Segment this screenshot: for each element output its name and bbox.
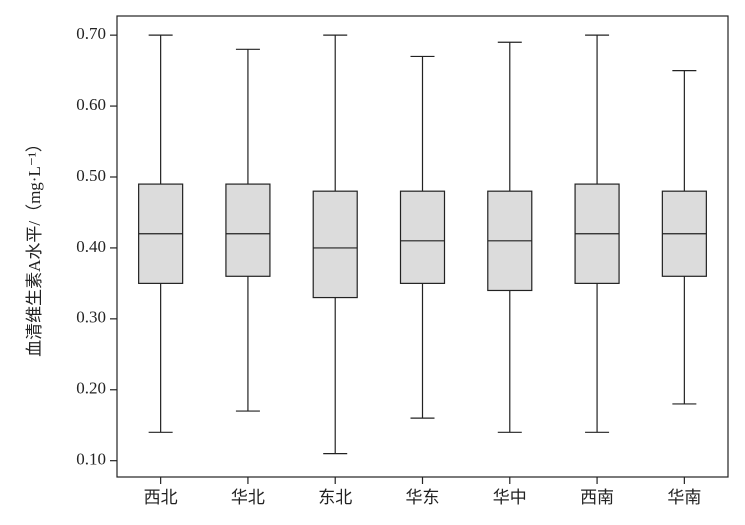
y-tick-label: 0.30 bbox=[76, 308, 106, 327]
x-tick-label: 华北 bbox=[231, 488, 265, 507]
y-tick-label: 0.60 bbox=[76, 95, 106, 114]
x-tick-label: 东北 bbox=[318, 488, 352, 507]
y-tick-label: 0.10 bbox=[76, 450, 106, 469]
y-tick-label: 0.40 bbox=[76, 237, 106, 256]
y-axis-label: 血清维生素A水平/（mg·L⁻¹） bbox=[25, 135, 44, 357]
x-tick-label: 华中 bbox=[493, 488, 527, 507]
x-tick-label: 西南 bbox=[580, 488, 614, 507]
x-tick-label: 华南 bbox=[667, 488, 701, 507]
box bbox=[399, 190, 446, 284]
box bbox=[312, 190, 358, 299]
x-tick-label: 西北 bbox=[144, 488, 178, 507]
y-tick-label: 0.20 bbox=[76, 379, 106, 398]
y-tick-label: 0.50 bbox=[76, 166, 106, 185]
y-tick-label: 0.70 bbox=[76, 24, 106, 43]
x-tick-label: 华东 bbox=[406, 488, 440, 507]
box bbox=[225, 183, 271, 277]
